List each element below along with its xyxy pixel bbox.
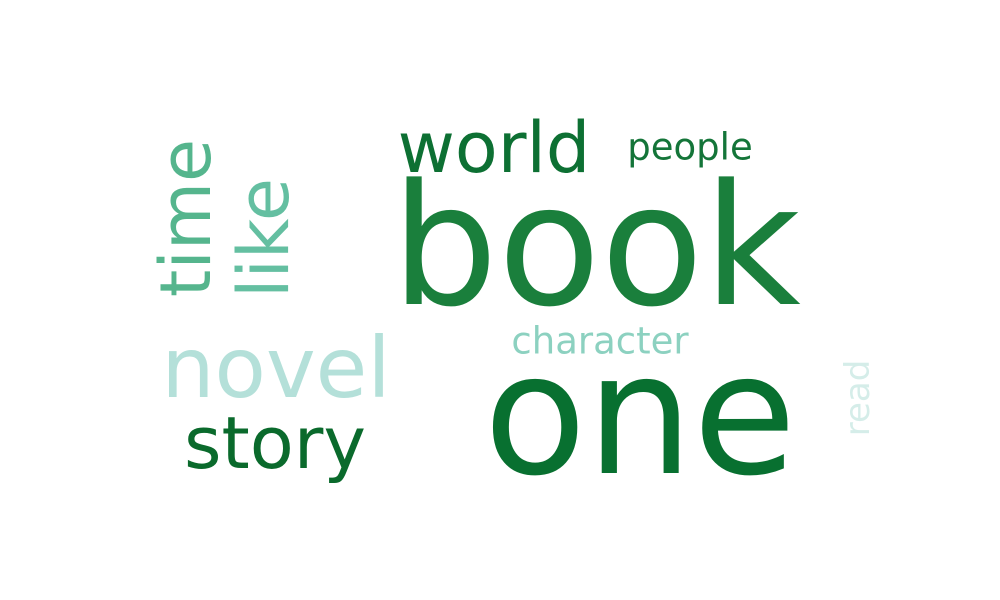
word-like: like (223, 177, 305, 299)
word-time: time (145, 138, 227, 298)
word-book: book (391, 148, 801, 344)
word-people: people (627, 125, 753, 169)
word-story: story (183, 401, 367, 485)
word-world: world (397, 107, 591, 189)
word-character: character (511, 319, 689, 363)
word-read: read (838, 359, 878, 437)
word-one: one (483, 317, 797, 513)
word-novel: novel (161, 319, 391, 417)
